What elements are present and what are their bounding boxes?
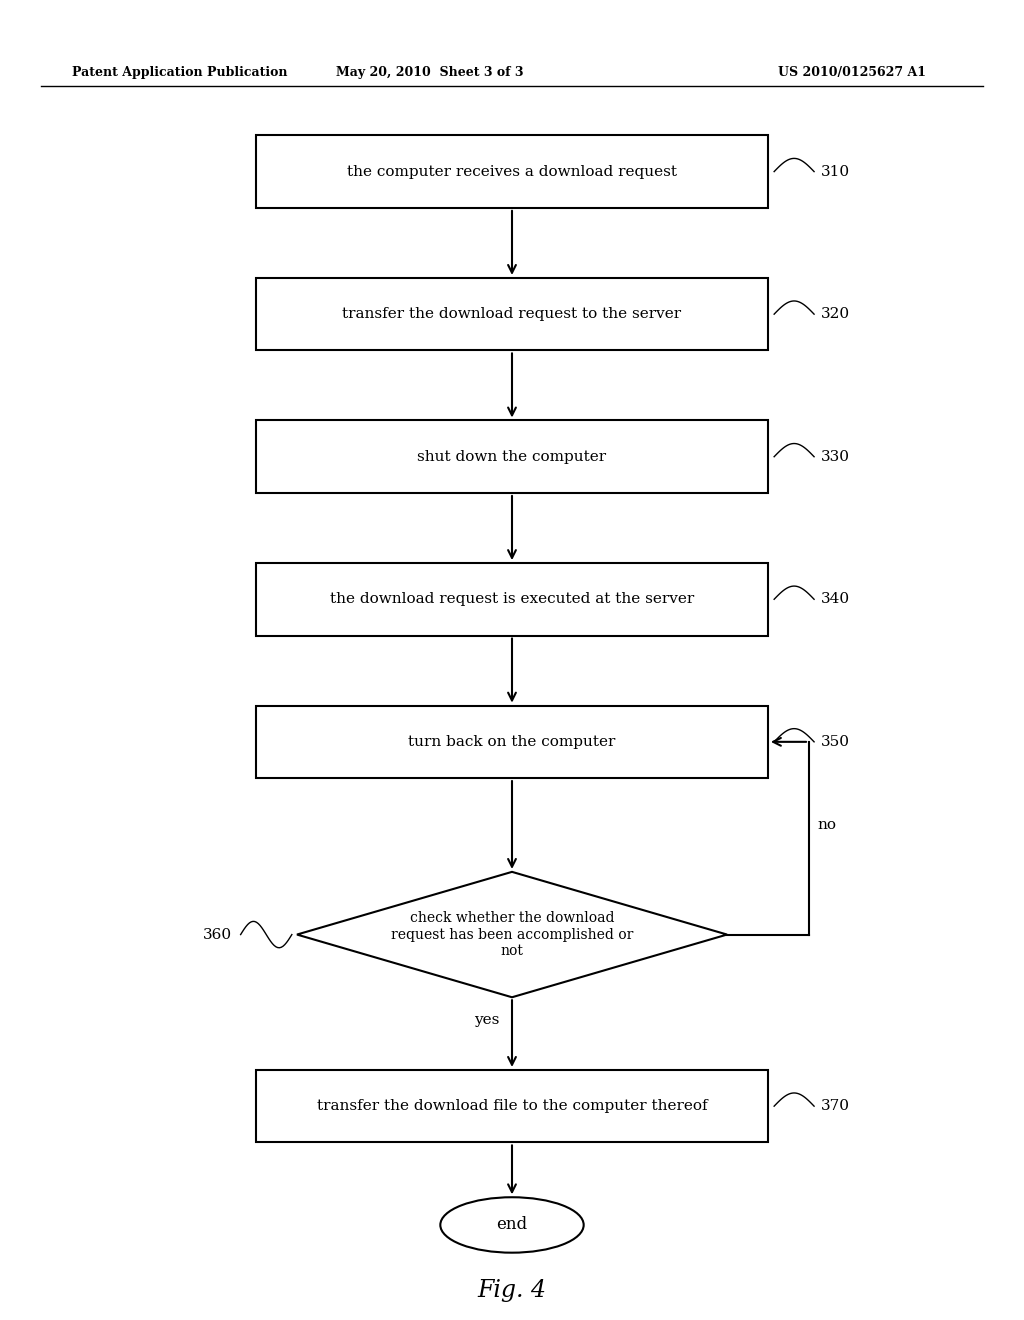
Text: US 2010/0125627 A1: US 2010/0125627 A1 [778, 66, 927, 79]
Text: 320: 320 [821, 308, 850, 321]
Text: the computer receives a download request: the computer receives a download request [347, 165, 677, 178]
Text: turn back on the computer: turn back on the computer [409, 735, 615, 748]
Text: yes: yes [474, 1014, 499, 1027]
Text: 360: 360 [204, 928, 232, 941]
Text: May 20, 2010  Sheet 3 of 3: May 20, 2010 Sheet 3 of 3 [336, 66, 524, 79]
Bar [256, 705, 768, 777]
Text: transfer the download request to the server: transfer the download request to the ser… [342, 308, 682, 321]
Bar [256, 562, 768, 635]
Bar [256, 277, 768, 350]
Text: Patent Application Publication: Patent Application Publication [72, 66, 287, 79]
Text: end: end [497, 1217, 527, 1233]
Text: no: no [817, 818, 837, 832]
Bar [256, 420, 768, 492]
Ellipse shape [440, 1197, 584, 1253]
Text: transfer the download file to the computer thereof: transfer the download file to the comput… [316, 1100, 708, 1113]
Text: 340: 340 [821, 593, 850, 606]
Text: Fig. 4: Fig. 4 [477, 1279, 547, 1303]
Text: 310: 310 [821, 165, 850, 178]
Text: 330: 330 [821, 450, 850, 463]
Polygon shape [297, 873, 727, 998]
Text: shut down the computer: shut down the computer [418, 450, 606, 463]
Text: 350: 350 [821, 735, 850, 748]
Bar [256, 1069, 768, 1142]
Text: 370: 370 [821, 1100, 850, 1113]
Bar [256, 135, 768, 207]
Text: check whether the download
request has been accomplished or
not: check whether the download request has b… [391, 911, 633, 958]
Text: the download request is executed at the server: the download request is executed at the … [330, 593, 694, 606]
